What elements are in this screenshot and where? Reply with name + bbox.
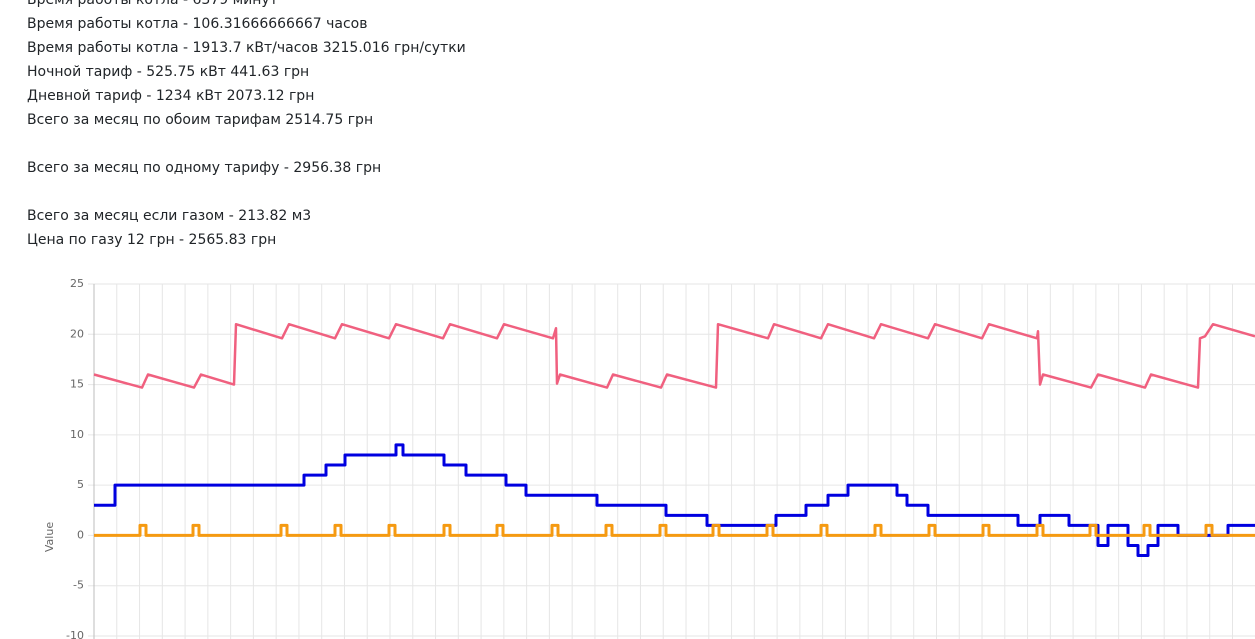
info-line: Всего за месяц по одному тарифу - 2956.3… — [27, 160, 382, 176]
info-line: Время работы котла - 1913.7 кВт/часов 32… — [27, 40, 466, 56]
info-line: Время работы котла - 6379 минут — [27, 0, 278, 8]
series-line — [94, 443, 1255, 558]
y-tick-label: -10 — [66, 629, 84, 639]
y-tick-label: 0 — [77, 528, 84, 541]
y-tick-label: 25 — [70, 277, 84, 290]
series-line — [94, 523, 1255, 537]
info-line: Ночной тариф - 525.75 кВт 441.63 грн — [27, 64, 310, 80]
info-line: Всего за месяц по обоим тарифам 2514.75 … — [27, 112, 374, 128]
series-line — [93, 322, 1255, 389]
info-line: Всего за месяц если газом - 213.82 м3 — [27, 208, 312, 224]
y-tick-label: 5 — [77, 478, 84, 491]
y-tick-label: 20 — [70, 327, 84, 340]
y-axis-label: Value — [43, 522, 56, 552]
y-tick-label: -5 — [73, 579, 84, 592]
info-line: Дневной тариф - 1234 кВт 2073.12 грн — [27, 88, 315, 104]
info-line: Время работы котла - 106.31666666667 час… — [27, 16, 368, 32]
y-tick-label: 15 — [70, 378, 84, 391]
y-tick-label: 10 — [70, 428, 84, 441]
info-line: Цена по газу 12 грн - 2565.83 грн — [27, 232, 277, 248]
